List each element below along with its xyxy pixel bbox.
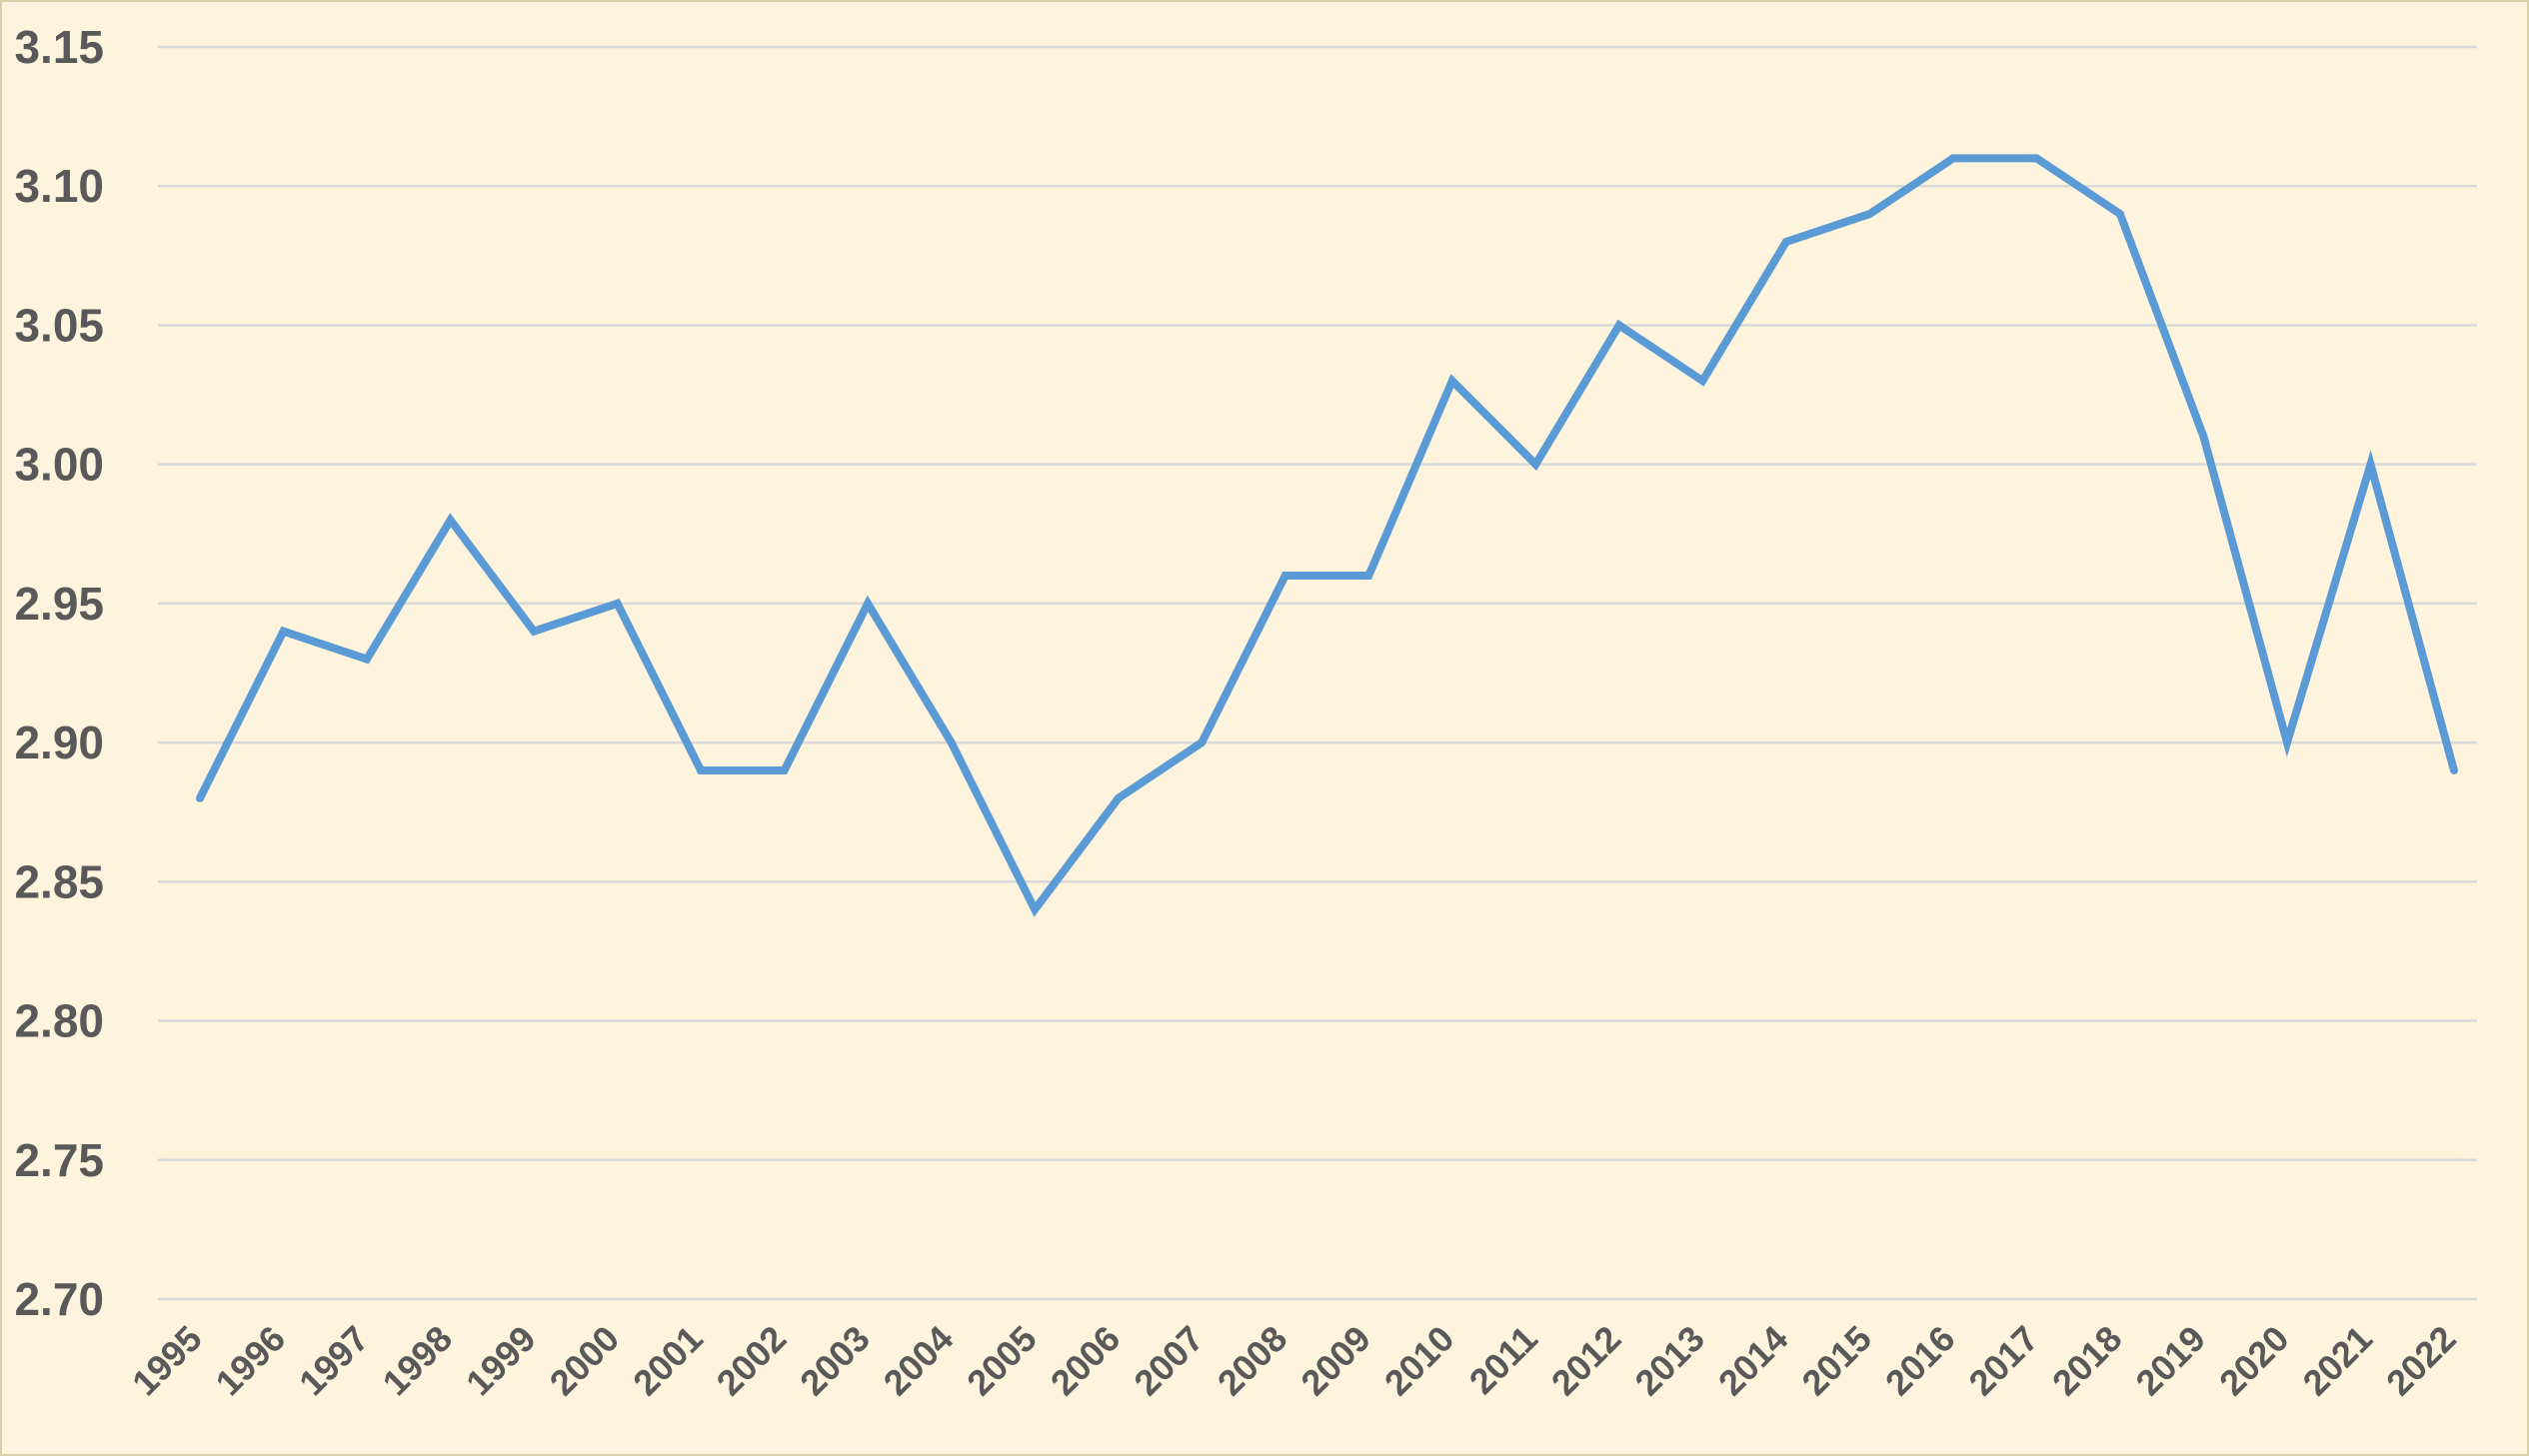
series-layer [196, 154, 2458, 917]
y-tick-label: 3.10 [14, 160, 104, 212]
y-tick-label: 3.15 [14, 21, 104, 73]
data-point [2366, 460, 2375, 469]
y-tick-label: 2.90 [14, 717, 104, 768]
data-point [446, 516, 455, 525]
data-point [2032, 154, 2041, 163]
data-point [2199, 432, 2208, 441]
y-tick-label: 2.80 [14, 995, 104, 1047]
data-point [1447, 377, 1456, 386]
data-point [1198, 738, 1207, 747]
data-point [613, 599, 622, 608]
data-point [1698, 377, 1707, 386]
y-tick-label: 3.00 [14, 439, 104, 491]
data-point [1364, 572, 1373, 581]
y-axis-tick-labels: 2.70 2.75 2.80 2.85 2.90 2.95 3.00 3.05 3.10 3.15 [14, 21, 104, 1325]
data-point [1948, 154, 1957, 163]
y-tick-label: 2.95 [14, 578, 104, 630]
data-point [864, 599, 873, 608]
y-tick-label: 2.85 [14, 855, 104, 907]
data-point [1865, 210, 1874, 219]
data-point [530, 627, 539, 636]
data-point [363, 655, 372, 664]
data-point [1531, 460, 1540, 469]
series-line [196, 154, 2458, 917]
data-point [697, 765, 706, 774]
y-tick-label: 2.75 [14, 1134, 104, 1186]
data-point [1614, 321, 1623, 330]
data-point [780, 765, 789, 774]
data-point [1781, 237, 1790, 246]
data-point [196, 793, 204, 802]
y-tick-label: 2.70 [14, 1273, 104, 1325]
data-point [2282, 738, 2291, 747]
data-point [1114, 793, 1123, 802]
y-tick-label: 3.05 [14, 299, 104, 351]
data-point [947, 738, 956, 747]
gridlines [158, 45, 2477, 1301]
data-point [2450, 765, 2458, 774]
data-point [279, 627, 288, 636]
data-point [1280, 572, 1289, 581]
data-point [1031, 905, 1040, 914]
data-point [2115, 210, 2124, 219]
